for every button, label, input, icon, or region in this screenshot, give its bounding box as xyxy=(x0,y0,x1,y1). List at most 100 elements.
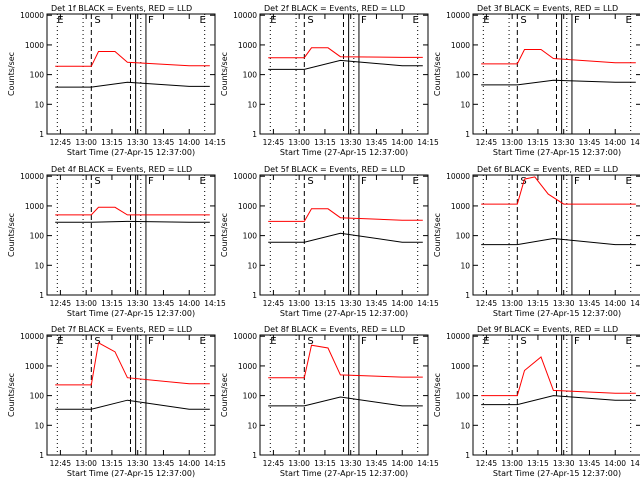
marker-label: F xyxy=(574,336,580,347)
x-tick-label: 13:30 xyxy=(340,299,362,308)
y-tick-label: 10 xyxy=(460,261,470,270)
y-tick-label: 10000 xyxy=(20,11,44,20)
panel-4: Det 4f BLACK = Events, RED = LLD 1 10 100 10… xyxy=(7,165,226,318)
x-tick-label: 14:00 xyxy=(391,138,413,147)
marker-label: E xyxy=(626,15,632,26)
x-axis-label: Start Time (27-Apr-15 12:37:00) xyxy=(67,469,195,478)
y-tick-label: 100 xyxy=(30,232,45,241)
x-tick-label: 13:45 xyxy=(153,138,175,147)
y-tick-label: 10000 xyxy=(446,172,470,181)
marker-label: E xyxy=(200,15,206,26)
marker-label: S xyxy=(94,176,100,187)
x-tick-label: 13:15 xyxy=(527,459,549,468)
y-tick-label: 10000 xyxy=(446,11,470,20)
x-tick-label: 13:00 xyxy=(75,138,97,147)
plot-frame xyxy=(259,174,429,296)
marker-label: F xyxy=(361,176,367,187)
panel-title: Det 8f BLACK = Events, RED = LLD xyxy=(264,325,405,334)
marker-label: F xyxy=(574,176,580,187)
panel-title: Det 1f BLACK = Events, RED = LLD xyxy=(51,4,192,13)
y-tick-label: 100 xyxy=(30,71,45,80)
y-tick-label: 1000 xyxy=(25,202,44,211)
y-axis-label: Counts/sec xyxy=(433,52,442,96)
y-tick-label: 10000 xyxy=(233,332,257,341)
y-axis-label: Counts/sec xyxy=(7,213,16,257)
x-tick-label: 12:45 xyxy=(50,299,72,308)
x-tick-label: 12:45 xyxy=(263,459,285,468)
x-tick-label: 12:45 xyxy=(50,138,72,147)
x-axis-label: Start Time (27-Apr-15 12:37:00) xyxy=(493,148,621,157)
marker-label: S xyxy=(94,15,100,26)
marker-label: S xyxy=(307,336,313,347)
y-tick-label: 10000 xyxy=(20,332,44,341)
x-tick-label: 13:45 xyxy=(579,299,601,308)
y-axis-label: Counts/sec xyxy=(220,52,229,96)
marker-label: F xyxy=(574,15,580,26)
y-tick-label: 10000 xyxy=(446,332,470,341)
x-axis-label: Start Time (27-Apr-15 12:37:00) xyxy=(67,309,195,318)
x-tick-label: 13:15 xyxy=(314,299,336,308)
x-tick-label: 13:45 xyxy=(153,459,175,468)
panel-6: Det 6f BLACK = Events, RED = LLD 1 10 100 10… xyxy=(433,165,640,318)
x-tick-label: 14:00 xyxy=(604,299,626,308)
x-tick-label: 13:45 xyxy=(366,459,388,468)
x-tick-label: 13:15 xyxy=(314,459,336,468)
y-tick-label: 100 xyxy=(456,392,471,401)
panel-title: Det 9f BLACK = Events, RED = LLD xyxy=(477,325,618,334)
x-tick-label: 13:00 xyxy=(288,459,310,468)
marker-label: E xyxy=(483,336,489,347)
y-tick-label: 10 xyxy=(247,421,257,430)
x-tick-label: 14:00 xyxy=(391,459,413,468)
plot-frame xyxy=(259,334,429,456)
x-tick-label: 13:30 xyxy=(127,299,149,308)
marker-label: E xyxy=(270,15,276,26)
x-tick-label: 14:00 xyxy=(178,138,200,147)
y-axis-label: Counts/sec xyxy=(7,373,16,417)
x-axis-label: Start Time (27-Apr-15 12:37:00) xyxy=(280,148,408,157)
plot-frame xyxy=(259,13,429,135)
x-tick-label: 14:15 xyxy=(204,459,226,468)
y-tick-label: 100 xyxy=(30,392,45,401)
marker-label: E xyxy=(270,336,276,347)
x-axis-label: Start Time (27-Apr-15 12:37:00) xyxy=(493,469,621,478)
y-tick-label: 100 xyxy=(243,392,258,401)
x-tick-label: 13:45 xyxy=(366,138,388,147)
x-tick-label: 12:45 xyxy=(476,299,498,308)
marker-label: S xyxy=(520,336,526,347)
x-tick-label: 13:30 xyxy=(127,138,149,147)
lld-line xyxy=(268,208,423,222)
x-tick-label: 13:30 xyxy=(553,138,575,147)
marker-label: E xyxy=(483,15,489,26)
y-tick-label: 10 xyxy=(460,100,470,109)
x-tick-label: 12:45 xyxy=(476,459,498,468)
panel-title: Det 3f BLACK = Events, RED = LLD xyxy=(477,4,618,13)
x-tick-label: 13:30 xyxy=(553,299,575,308)
panel-3: Det 3f BLACK = Events, RED = LLD 1 10 100 10… xyxy=(433,4,640,157)
events-line xyxy=(481,395,636,406)
y-tick-label: 1000 xyxy=(451,41,470,50)
y-tick-label: 10000 xyxy=(233,172,257,181)
panel-7: Det 7f BLACK = Events, RED = LLD 1 10 100 10… xyxy=(7,325,226,478)
y-tick-label: 1 xyxy=(465,291,470,300)
x-tick-label: 14:15 xyxy=(630,459,640,468)
x-axis-label: Start Time (27-Apr-15 12:37:00) xyxy=(280,309,408,318)
y-tick-label: 10000 xyxy=(20,172,44,181)
y-tick-label: 1 xyxy=(39,291,44,300)
y-tick-label: 1000 xyxy=(451,202,470,211)
x-tick-label: 14:00 xyxy=(604,138,626,147)
y-axis-label: Counts/sec xyxy=(433,373,442,417)
x-tick-label: 12:45 xyxy=(263,138,285,147)
plot-frame xyxy=(472,13,640,135)
plot-frame xyxy=(46,334,216,456)
y-axis-label: Counts/sec xyxy=(7,52,16,96)
y-axis-label: Counts/sec xyxy=(220,213,229,257)
y-tick-label: 1000 xyxy=(25,362,44,371)
x-tick-label: 14:15 xyxy=(630,138,640,147)
y-tick-label: 10 xyxy=(460,421,470,430)
x-tick-label: 13:45 xyxy=(579,138,601,147)
x-axis-label: Start Time (27-Apr-15 12:37:00) xyxy=(67,148,195,157)
x-tick-label: 12:45 xyxy=(50,459,72,468)
y-tick-label: 10 xyxy=(34,100,44,109)
panel-8: Det 8f BLACK = Events, RED = LLD 1 10 100 10… xyxy=(220,325,439,478)
